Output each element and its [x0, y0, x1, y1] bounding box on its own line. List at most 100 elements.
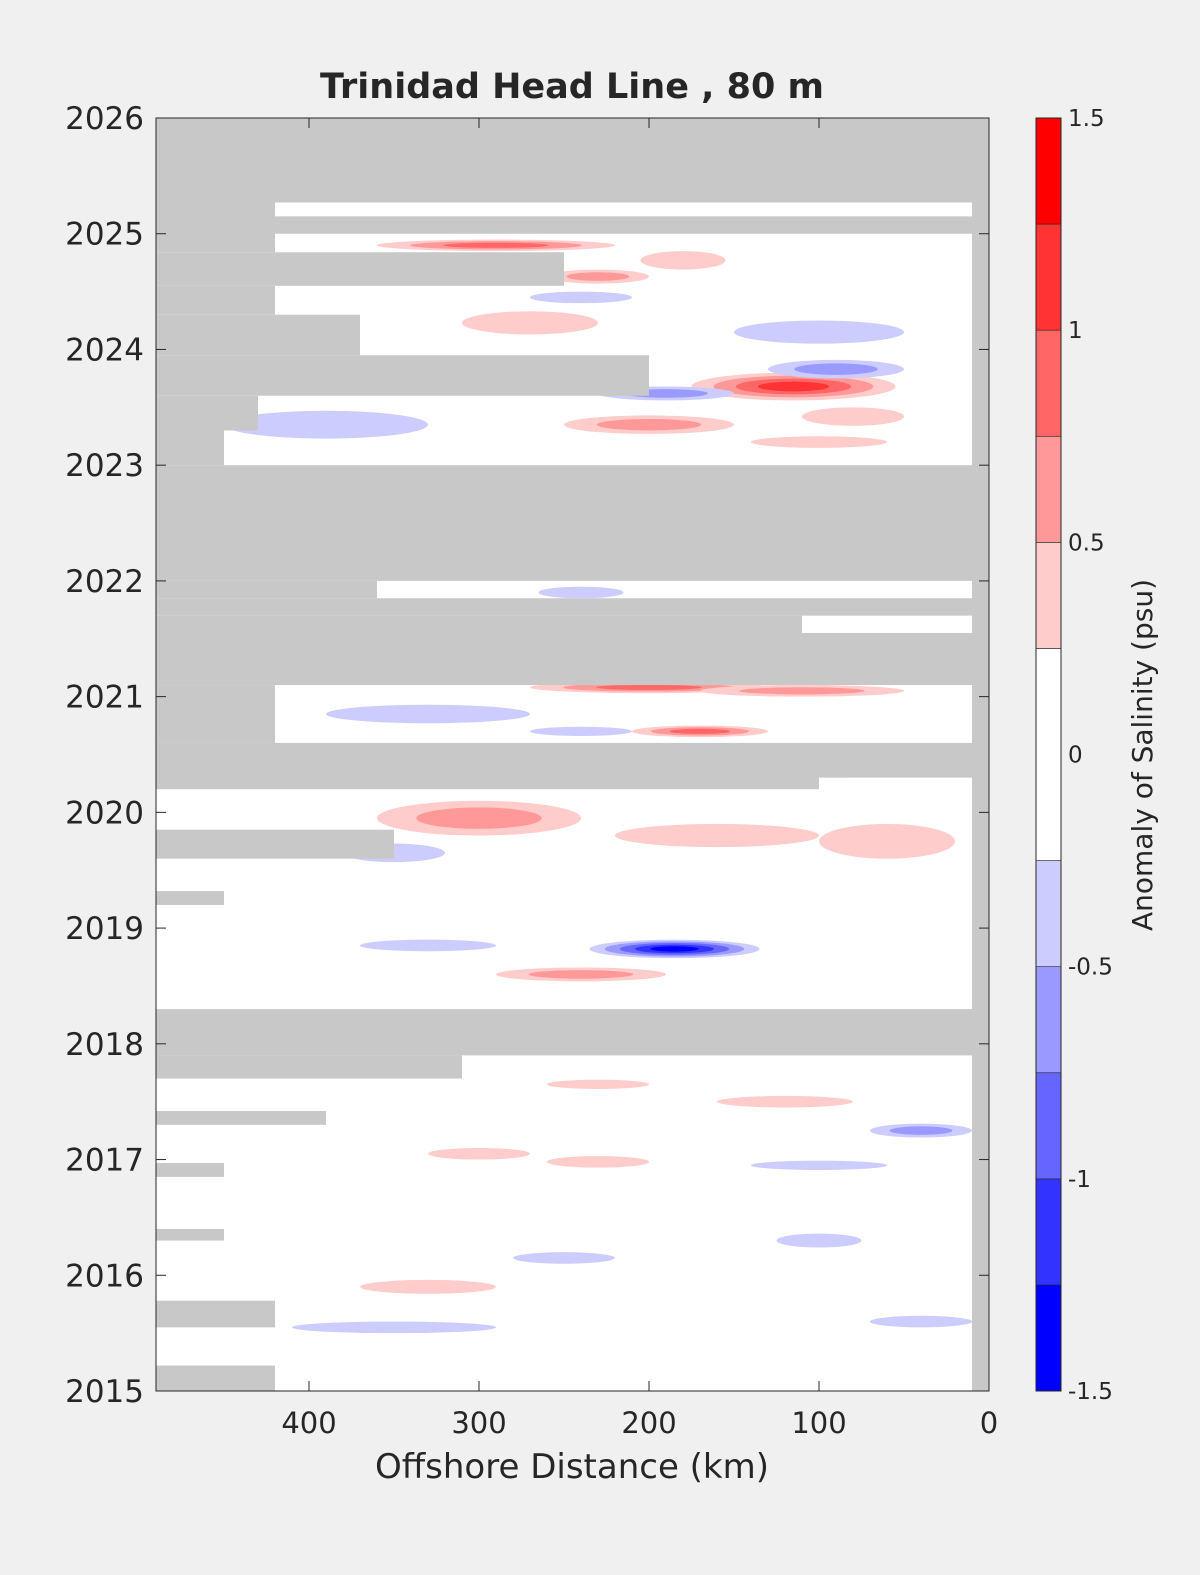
no-data-band — [156, 395, 258, 431]
anomaly-patch — [428, 1147, 530, 1160]
colorbar-swatch — [1035, 1072, 1062, 1180]
y-tick-label: 2017 — [65, 1143, 144, 1179]
colorbar-swatch — [1035, 1178, 1062, 1286]
y-tick-label: 2023 — [65, 448, 144, 484]
no-data-band — [156, 1228, 224, 1241]
anomaly-patch — [691, 372, 896, 401]
anomaly-contour-level — [650, 946, 699, 952]
anomaly-patch — [530, 291, 632, 304]
anomaly-patch — [564, 415, 734, 434]
y-axis: 2015 2016 2017 2018 2019 2020 2021 2022 2023 2024… — [65, 101, 989, 1410]
anomaly-patch — [513, 1252, 615, 1264]
anomaly-patch — [717, 1095, 853, 1108]
anomaly-patch — [751, 436, 887, 448]
colorbar-tick-label: 0 — [1068, 743, 1083, 769]
anomaly-patch — [802, 407, 904, 426]
y-tick-label: 2015 — [65, 1374, 144, 1410]
anomaly-contour-level — [513, 1252, 615, 1264]
plot-area — [156, 118, 989, 1391]
anomaly-patch — [776, 1233, 862, 1248]
anomaly-contour-level — [751, 1160, 887, 1170]
colorbar-swatch — [1035, 223, 1062, 331]
anomaly-contour-level — [596, 418, 702, 431]
y-tick-label: 2026 — [65, 101, 144, 137]
y-tick-label: 2018 — [65, 1027, 144, 1063]
y-tick-label: 2019 — [65, 911, 144, 947]
no-data-band — [156, 891, 224, 905]
anomaly-patch — [768, 359, 904, 379]
chart-title: Trinidad Head Line , 80 m — [320, 67, 824, 107]
colorbar-swatch — [1035, 966, 1062, 1074]
x-axis-label: Offshore Distance (km) — [375, 1447, 769, 1487]
anomaly-patch — [640, 251, 726, 270]
anomaly-patch — [496, 967, 666, 982]
anomaly-patch — [589, 939, 760, 959]
anomaly-patch — [700, 685, 904, 697]
anomaly-contour-level — [596, 684, 702, 690]
anomaly-contour-level — [360, 1279, 496, 1294]
anomaly-patch — [530, 726, 632, 736]
anomaly-patch — [632, 725, 768, 738]
x-tick-label: 400 — [281, 1406, 336, 1440]
anomaly-contour-level — [802, 407, 904, 426]
anomaly-contour-level — [528, 970, 634, 979]
colorbar — [1035, 117, 1062, 1392]
anomaly-contour-level — [615, 823, 819, 848]
anomaly-contour-level — [640, 251, 726, 270]
anomaly-contour-level — [416, 807, 542, 829]
anomaly-patch — [462, 311, 598, 335]
anomaly-contours — [224, 239, 972, 1334]
no-data-band — [156, 1110, 326, 1125]
colorbar-swatch — [1035, 329, 1062, 437]
anomaly-contour-level — [794, 363, 878, 375]
colorbar-tick-label: -0.5 — [1068, 955, 1113, 981]
no-data-band — [156, 685, 275, 714]
anomaly-contour-level — [224, 410, 428, 439]
no-data-band — [156, 598, 989, 616]
x-tick-label: 200 — [621, 1406, 676, 1440]
no-data-band — [156, 632, 989, 686]
colorbar-tick-label: -1 — [1068, 1167, 1091, 1193]
anomaly-contour-level — [819, 823, 955, 859]
colorbar-frame — [1035, 117, 1062, 1392]
anomaly-contour-level — [717, 1095, 853, 1108]
anomaly-patch — [292, 1321, 496, 1334]
no-data-band — [156, 580, 377, 599]
x-tick-label: 300 — [451, 1406, 506, 1440]
colorbar-tick-label: 1 — [1068, 318, 1083, 344]
anomaly-contour-level — [547, 1156, 649, 1168]
anomaly-contour-level — [462, 311, 598, 335]
anomaly-contour-level — [360, 939, 496, 952]
anomaly-patch — [360, 939, 496, 952]
y-tick-label: 2021 — [65, 680, 144, 716]
colorbar-swatch — [1035, 542, 1062, 649]
y-tick-label: 2020 — [65, 795, 144, 831]
anomaly-contour-level — [326, 704, 530, 724]
anomaly-contour-level — [758, 381, 829, 392]
anomaly-patch — [819, 823, 955, 859]
no-data-band — [156, 314, 360, 356]
no-data-band — [156, 118, 989, 203]
colorbar-swatch — [1035, 435, 1062, 543]
x-axis: 400 300 200 100 0 — [281, 118, 998, 1440]
no-data-mask — [156, 118, 989, 1391]
no-data-band — [156, 1300, 275, 1328]
no-data-band — [156, 1163, 224, 1177]
colorbar-tick-label: 0.5 — [1068, 530, 1105, 556]
anomaly-contour-level — [566, 272, 630, 281]
colorbar-swatch — [1035, 860, 1062, 967]
anomaly-contour-level — [776, 1233, 862, 1248]
anomaly-patch — [615, 823, 819, 848]
x-tick-label: 0 — [980, 1406, 998, 1440]
no-data-band — [156, 713, 275, 743]
no-data-band — [156, 355, 649, 396]
y-tick-label: 2016 — [65, 1258, 144, 1294]
no-data-band — [156, 252, 564, 286]
colorbar-ticks: -1.5 -1 -0.5 0 0.5 1 1.5 — [1068, 106, 1113, 1405]
anomaly-contour-level — [530, 291, 632, 304]
anomaly-patch — [547, 1156, 649, 1168]
anomaly-patch — [326, 704, 530, 724]
anomaly-patch — [870, 1315, 972, 1328]
y-tick-label: 2024 — [65, 332, 144, 368]
no-data-band — [156, 465, 989, 581]
